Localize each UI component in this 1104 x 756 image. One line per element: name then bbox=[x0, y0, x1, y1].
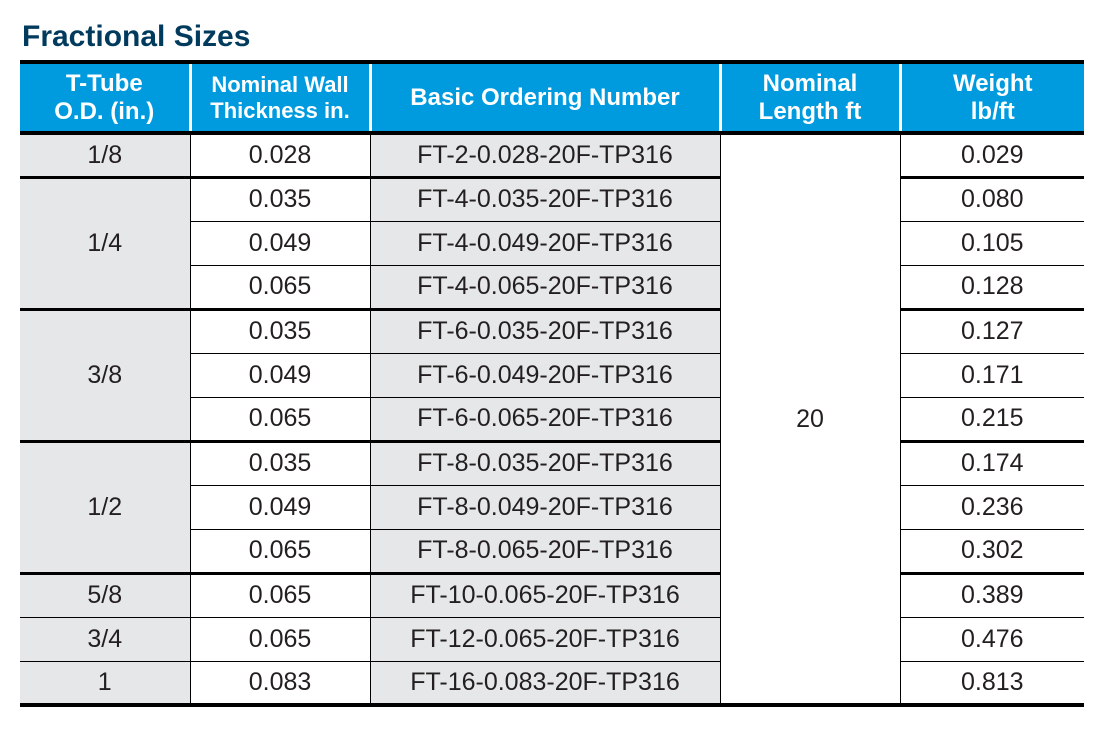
table-header-row: T-Tube O.D. (in.) Nominal Wall Thickness… bbox=[20, 62, 1084, 133]
cell-wall: 0.028 bbox=[190, 133, 370, 177]
col-header-wall-line2: Thickness in. bbox=[210, 98, 349, 123]
cell-od: 1/8 bbox=[20, 133, 190, 177]
cell-wall: 0.065 bbox=[190, 265, 370, 309]
cell-od: 1 bbox=[20, 661, 190, 705]
cell-order: FT-4-0.049-20F-TP316 bbox=[370, 221, 720, 265]
cell-wall: 0.049 bbox=[190, 485, 370, 529]
cell-wall: 0.065 bbox=[190, 573, 370, 617]
cell-weight: 0.171 bbox=[900, 353, 1084, 397]
cell-wall: 0.035 bbox=[190, 177, 370, 221]
col-header-weight: Weight lb/ft bbox=[900, 62, 1084, 133]
cell-wall: 0.035 bbox=[190, 309, 370, 353]
cell-order: FT-6-0.049-20F-TP316 bbox=[370, 353, 720, 397]
cell-wall: 0.065 bbox=[190, 397, 370, 441]
col-header-od-line1: T-Tube bbox=[66, 70, 143, 97]
table-row: 1/8 0.028 FT-2-0.028-20F-TP316 20 0.029 bbox=[20, 133, 1084, 177]
cell-order: FT-8-0.049-20F-TP316 bbox=[370, 485, 720, 529]
table-row: 3/4 0.065 FT-12-0.065-20F-TP316 0.476 bbox=[20, 617, 1084, 661]
cell-wall: 0.083 bbox=[190, 661, 370, 705]
col-header-wall: Nominal Wall Thickness in. bbox=[190, 62, 370, 133]
table-title: Fractional Sizes bbox=[22, 20, 1084, 54]
table-row: 3/8 0.035 FT-6-0.035-20F-TP316 0.127 bbox=[20, 309, 1084, 353]
cell-weight: 0.080 bbox=[900, 177, 1084, 221]
cell-order: FT-6-0.035-20F-TP316 bbox=[370, 309, 720, 353]
cell-od: 5/8 bbox=[20, 573, 190, 617]
cell-nominal-length: 20 bbox=[720, 133, 900, 705]
cell-weight: 0.476 bbox=[900, 617, 1084, 661]
cell-weight: 0.029 bbox=[900, 133, 1084, 177]
cell-weight: 0.389 bbox=[900, 573, 1084, 617]
cell-weight: 0.105 bbox=[900, 221, 1084, 265]
cell-weight: 0.174 bbox=[900, 441, 1084, 485]
cell-order: FT-8-0.065-20F-TP316 bbox=[370, 529, 720, 573]
cell-order: FT-16-0.083-20F-TP316 bbox=[370, 661, 720, 705]
table-row: 1 0.083 FT-16-0.083-20F-TP316 0.813 bbox=[20, 661, 1084, 705]
fractional-sizes-table: T-Tube O.D. (in.) Nominal Wall Thickness… bbox=[20, 60, 1084, 707]
col-header-weight-line2: lb/ft bbox=[971, 98, 1015, 125]
cell-wall: 0.049 bbox=[190, 353, 370, 397]
col-header-length-line1: Nominal bbox=[763, 70, 858, 97]
cell-order: FT-4-0.065-20F-TP316 bbox=[370, 265, 720, 309]
col-header-order: Basic Ordering Number bbox=[370, 62, 720, 133]
cell-order: FT-10-0.065-20F-TP316 bbox=[370, 573, 720, 617]
table-row: 1/4 0.035 FT-4-0.035-20F-TP316 0.080 bbox=[20, 177, 1084, 221]
cell-wall: 0.065 bbox=[190, 617, 370, 661]
table-row: 1/2 0.035 FT-8-0.035-20F-TP316 0.174 bbox=[20, 441, 1084, 485]
cell-order: FT-8-0.035-20F-TP316 bbox=[370, 441, 720, 485]
cell-od: 3/4 bbox=[20, 617, 190, 661]
col-header-od: T-Tube O.D. (in.) bbox=[20, 62, 190, 133]
cell-order: FT-4-0.035-20F-TP316 bbox=[370, 177, 720, 221]
cell-od: 3/8 bbox=[20, 309, 190, 441]
cell-wall: 0.065 bbox=[190, 529, 370, 573]
cell-wall: 0.035 bbox=[190, 441, 370, 485]
col-header-order-line1: Basic Ordering Number bbox=[410, 84, 679, 111]
cell-weight: 0.215 bbox=[900, 397, 1084, 441]
col-header-weight-line1: Weight bbox=[953, 70, 1033, 97]
col-header-wall-line1: Nominal Wall bbox=[211, 72, 348, 97]
cell-weight: 0.813 bbox=[900, 661, 1084, 705]
cell-od: 1/2 bbox=[20, 441, 190, 573]
col-header-od-line2: O.D. (in.) bbox=[54, 98, 154, 125]
cell-od: 1/4 bbox=[20, 177, 190, 309]
cell-order: FT-12-0.065-20F-TP316 bbox=[370, 617, 720, 661]
table-row: 5/8 0.065 FT-10-0.065-20F-TP316 0.389 bbox=[20, 573, 1084, 617]
cell-weight: 0.302 bbox=[900, 529, 1084, 573]
col-header-length: Nominal Length ft bbox=[720, 62, 900, 133]
cell-order: FT-2-0.028-20F-TP316 bbox=[370, 133, 720, 177]
cell-weight: 0.128 bbox=[900, 265, 1084, 309]
cell-weight: 0.127 bbox=[900, 309, 1084, 353]
col-header-length-line2: Length ft bbox=[759, 98, 862, 125]
cell-order: FT-6-0.065-20F-TP316 bbox=[370, 397, 720, 441]
cell-weight: 0.236 bbox=[900, 485, 1084, 529]
table-body: 1/8 0.028 FT-2-0.028-20F-TP316 20 0.029 … bbox=[20, 133, 1084, 705]
cell-wall: 0.049 bbox=[190, 221, 370, 265]
